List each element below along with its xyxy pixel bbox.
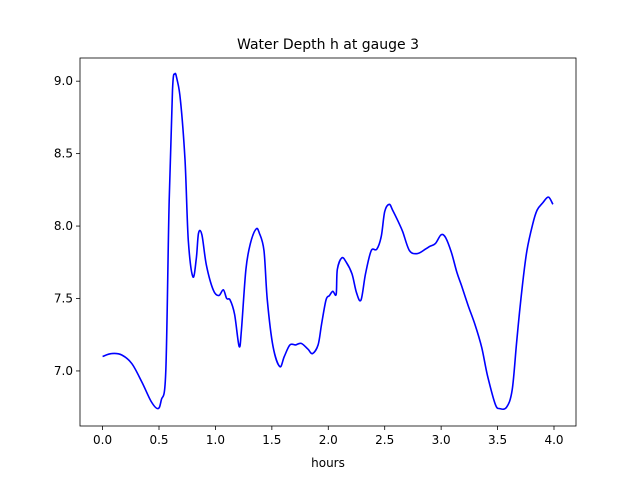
axes-frame: [79, 57, 577, 427]
x-tick-label: 1.5: [262, 433, 281, 447]
x-tick-label: 4.0: [544, 433, 563, 447]
x-tick-label: 3.5: [488, 433, 507, 447]
y-tick-label: 7.0: [54, 364, 73, 378]
x-tick-label: 3.0: [432, 433, 451, 447]
y-tick-label: 7.5: [54, 292, 73, 306]
x-axis: 0.0 0.5 1.0 1.5 2.0 2.5 3.0 3.5 4.0: [93, 426, 564, 447]
y-tick-label: 9.0: [54, 74, 73, 88]
x-tick-label: 2.0: [319, 433, 338, 447]
chart-title: Water Depth h at gauge 3: [237, 37, 419, 53]
series-line-h: [102, 72, 554, 411]
y-tick-label: 8.5: [54, 147, 73, 161]
x-axis-label: hours: [311, 456, 345, 470]
x-tick-label: 1.0: [206, 433, 225, 447]
y-tick-label: 8.0: [54, 219, 73, 233]
x-tick-label: 0.5: [149, 433, 168, 447]
y-axis: 7.0 7.5 8.0 8.5 9.0: [54, 74, 80, 378]
x-tick-label: 0.0: [93, 433, 112, 447]
x-tick-label: 2.5: [375, 433, 394, 447]
